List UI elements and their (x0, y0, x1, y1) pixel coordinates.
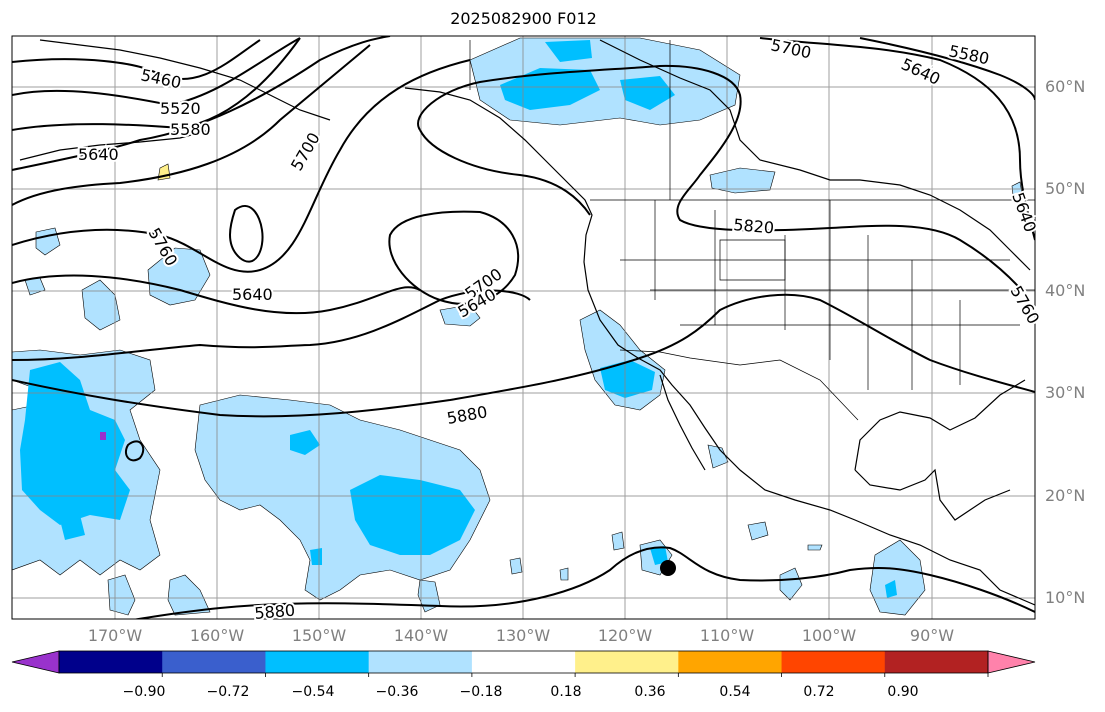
lon-label: 140°W (393, 626, 449, 645)
shaded-deep-sky-blue (20, 40, 897, 598)
lon-label: 90°W (909, 626, 955, 645)
lat-label: 60°N (1045, 77, 1086, 96)
colorbar-frame (58, 650, 989, 674)
colorbar-tick-label: 0.72 (803, 684, 835, 700)
colorbar-segment (781, 651, 886, 673)
colorbar-tick-label: 0.18 (550, 684, 582, 700)
contour-label: 5640 (78, 145, 119, 164)
coastlines (19, 39, 1035, 606)
lon-label: 120°W (597, 626, 653, 645)
lat-label: 20°N (1045, 486, 1086, 505)
colorbar-segment (678, 651, 783, 673)
map-title: 2025082900 F012 (450, 9, 597, 28)
contour-label: 5580 (170, 120, 211, 139)
contour-label: 5880 (254, 601, 296, 623)
lat-label: 50°N (1045, 179, 1086, 198)
colorbar-tick-label: −0.18 (459, 684, 503, 700)
lon-label: 110°W (699, 626, 755, 645)
colorbar-tick-label: −0.72 (206, 684, 250, 700)
political-borders (469, 40, 1035, 421)
map-frame (11, 35, 1036, 620)
contour-label: 5820 (733, 215, 775, 237)
colorbar-extend-min (11, 650, 60, 674)
colorbar-segment (162, 651, 266, 673)
colorbar-segment (368, 651, 473, 673)
colorbar (11, 650, 1036, 677)
lon-label: 160°W (189, 626, 245, 645)
colorbar-tick-label: 0.54 (719, 684, 751, 700)
colorbar-extend-max (987, 650, 1036, 674)
contour-label: 5520 (160, 99, 201, 118)
lat-label: 40°N (1045, 281, 1086, 300)
colorbar-tick-label: 0.36 (634, 684, 666, 700)
colorbar-segment (884, 651, 989, 673)
height-contours (12, 36, 1035, 619)
lat-label: 10°N (1045, 588, 1086, 607)
colorbar-segment (575, 651, 679, 673)
lon-label: 100°W (801, 626, 857, 645)
lon-label: 170°W (87, 626, 143, 645)
colorbar-tick-label: 0.90 (887, 684, 919, 700)
lon-label: 150°W (291, 626, 347, 645)
colorbar-segment (59, 651, 163, 673)
storm-center-dot (660, 560, 676, 576)
colorbar-tick-label: −0.90 (122, 684, 166, 700)
lon-label: 130°W (495, 626, 551, 645)
colorbar-tick-label: −0.36 (375, 684, 419, 700)
colorbar-segment (265, 651, 370, 673)
contour-label: 5640 (232, 285, 273, 304)
colorbar-segment (471, 651, 576, 673)
colorbar-tick-label: −0.54 (291, 684, 335, 700)
lat-label: 30°N (1045, 383, 1086, 402)
